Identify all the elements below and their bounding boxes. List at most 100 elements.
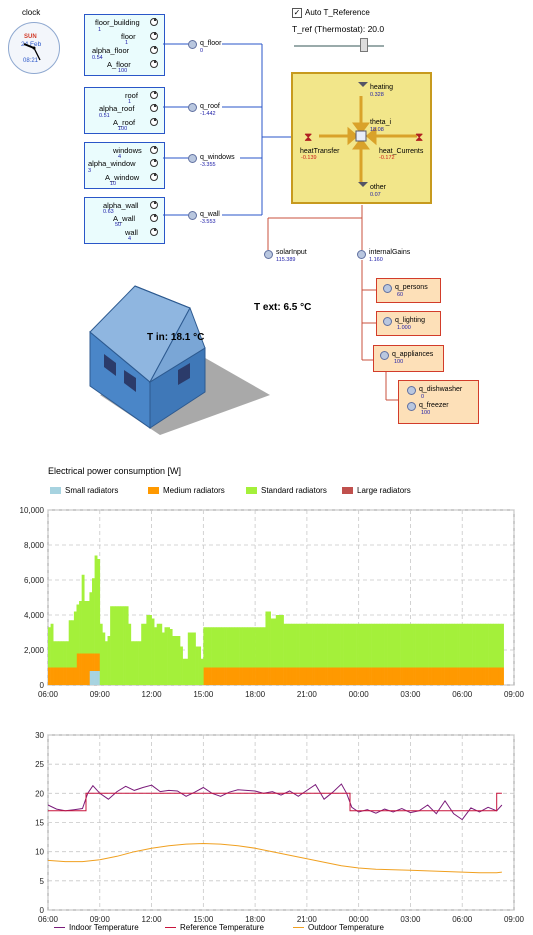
param-knob-icon[interactable] [150,173,158,181]
area-segment [449,667,453,685]
heat-currents-label: heat_Currents [379,148,424,155]
legend-large-radiators[interactable]: Large radiators [342,486,411,495]
legend-reference-temperature[interactable]: Reference Temperature [165,923,264,932]
param-value: 3 [88,168,92,174]
param-knob-icon[interactable] [150,214,158,222]
area-segment [115,606,119,685]
param-knob-icon[interactable] [150,91,158,99]
area-segment [133,641,137,685]
area-segment [361,667,365,685]
area-segment [457,623,460,668]
area-segment [402,667,406,685]
area-segment [283,667,287,685]
param-knob-icon[interactable] [150,46,158,54]
param-knob-icon[interactable] [150,201,158,209]
area-segment [350,623,354,668]
clock-label: clock [22,8,41,17]
area-segment [312,667,315,685]
param-knob-icon[interactable] [150,18,158,26]
area-segment [369,667,372,685]
solar-input-port[interactable] [264,250,273,259]
area-segment [260,667,264,685]
heat-currents-valve-icon[interactable]: ⧗ [415,130,424,144]
clock-day: SUN [24,34,37,40]
heating-valve-icon[interactable] [358,82,368,87]
area-segment [221,627,225,668]
auto-tref-checkbox[interactable]: ✓ [292,8,302,18]
area-segment [345,667,349,685]
area-segment [467,623,471,668]
param-knob-icon[interactable] [150,159,158,167]
legend-medium-radiators[interactable]: Medium radiators [148,486,225,495]
param-knob-icon[interactable] [150,118,158,126]
area-segment [397,667,401,685]
area-segment [332,623,336,668]
other-value: 0.07 [370,192,381,198]
area-segment [353,667,357,685]
param-value: 50 [115,222,122,228]
area-segment [369,623,372,668]
legend-indoor-temperature[interactable]: Indoor Temperature [54,923,139,932]
param-value: 0.54 [92,55,103,61]
q-persons-port[interactable] [383,284,392,293]
tref-slider-track[interactable] [294,45,384,47]
param-knob-icon[interactable] [150,104,158,112]
q-windows-port[interactable] [188,154,197,163]
area-segment [60,641,64,668]
q-roof-port[interactable] [188,103,197,112]
area-segment [304,667,308,685]
y-tick-label: 10,000 [20,506,45,515]
param-knob-icon[interactable] [150,60,158,68]
x-tick-label: 09:00 [504,915,525,924]
q-lighting-value: 1.000 [397,325,411,331]
q-appliances-port[interactable] [380,351,389,360]
legend-small-radiators[interactable]: Small radiators [50,486,118,495]
q-lighting-port[interactable] [383,317,392,326]
legend-standard-radiators[interactable]: Standard radiators [246,486,327,495]
area-segment [394,623,398,668]
area-segment [265,667,269,685]
other-valve-icon[interactable] [358,182,368,187]
legend-outdoor-temperature[interactable]: Outdoor Temperature [293,923,384,932]
param-knob-icon[interactable] [150,146,158,154]
x-tick-label: 09:00 [504,690,525,699]
area-segment [392,667,396,685]
power-chart-title: Electrical power consumption [W] [48,466,182,476]
area-segment [332,667,336,685]
legend-swatch-medium [148,487,159,495]
param-knob-icon[interactable] [150,32,158,40]
x-tick-label: 21:00 [297,915,318,924]
heat-transfer-valve-icon[interactable]: ⧗ [304,130,313,144]
area-segment [68,667,72,685]
area-segment [102,632,106,685]
tref-slider-thumb[interactable] [360,38,368,52]
q-dishwasher-port[interactable] [407,386,416,395]
param-knob-icon[interactable] [150,228,158,236]
area-segment [249,627,253,668]
line-outdoor-temperature [47,842,502,874]
area-segment [376,667,380,685]
internal-gains-value: 1.160 [369,257,383,263]
series-small-radiators [89,671,101,685]
q-wall-port[interactable] [188,211,197,220]
q-roof-value: -1.442 [200,111,216,117]
area-segment [402,623,406,668]
area-segment [356,623,359,668]
area-segment [123,606,126,685]
x-tick-label: 06:00 [38,690,59,699]
area-segment [275,615,279,668]
internal-gains-port[interactable] [357,250,366,259]
area-segment [218,627,222,668]
area-segment [203,667,207,685]
theta-i-label: theta_i [370,119,392,126]
area-segment [63,667,67,685]
q-freezer-port[interactable] [407,402,416,411]
heat-transfer-value: -0.139 [301,155,317,161]
area-segment [265,611,269,668]
area-segment [257,667,261,685]
area-segment [384,623,388,668]
q-floor-port[interactable] [188,40,197,49]
area-segment [76,653,80,685]
area-segment [498,667,502,685]
q-windows-label: q_windows [200,154,235,161]
